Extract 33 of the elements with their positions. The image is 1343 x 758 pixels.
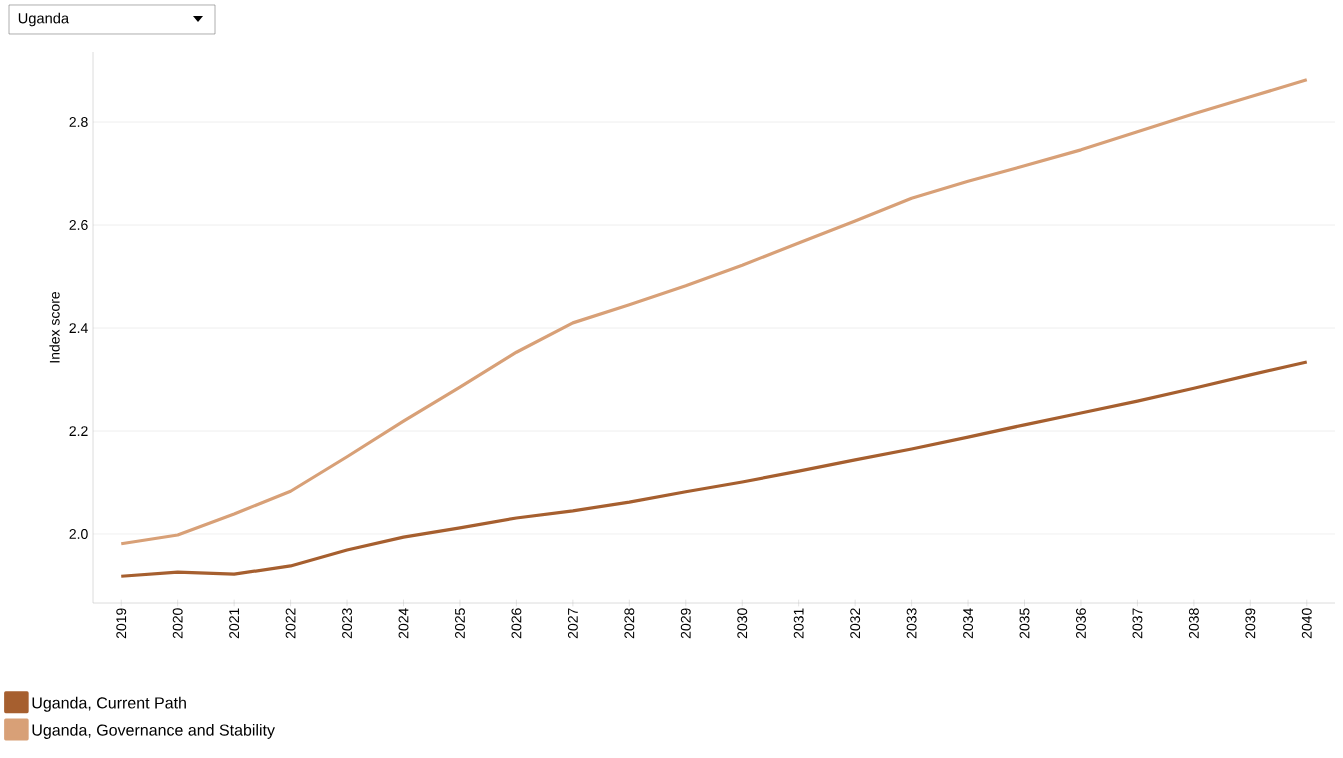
x-tick-label: 2021 <box>229 608 240 639</box>
x-tick-label: 2034 <box>963 608 974 639</box>
legend-label: Uganda, Current Path <box>32 696 186 712</box>
x-tick-label: 2033 <box>906 608 917 639</box>
legend-label: Uganda, Governance and Stability <box>32 724 275 739</box>
x-tick-label: 2022 <box>285 608 296 639</box>
x-tick-label: 2030 <box>737 608 748 639</box>
x-tick-label: 2020 <box>172 608 183 639</box>
x-tick-label: 2036 <box>1076 608 1086 639</box>
x-tick-label: 2028 <box>624 608 635 639</box>
x-tick-label: 2035 <box>1019 608 1030 639</box>
x-tick-label: 2024 <box>398 608 409 639</box>
line-series <box>119 78 1309 546</box>
y-tick-label: 2.0 <box>69 529 88 539</box>
x-tick-label: 2027 <box>567 608 578 639</box>
y-tick-label: 2.2 <box>69 426 88 436</box>
x-tick-label: 2025 <box>455 608 465 639</box>
x-tick-label: 2040 <box>1301 608 1312 639</box>
x-tick-label: 2029 <box>680 608 691 639</box>
x-tick-label: 2038 <box>1188 608 1199 639</box>
x-tick-label: 2031 <box>793 608 804 639</box>
x-tick-label: 2019 <box>116 608 127 639</box>
y-tick-label: 2.4 <box>69 323 88 333</box>
x-tick-label: 2037 <box>1132 608 1143 639</box>
y-tick-label: 2.8 <box>69 117 88 127</box>
y-tick-label: 2.6 <box>69 220 88 230</box>
x-tick-label: 2026 <box>511 608 522 639</box>
text: Uganda <box>18 12 70 27</box>
y-axis-title: Index score <box>49 291 60 363</box>
x-tick-label: 2023 <box>342 608 353 639</box>
x-tick-label: 2032 <box>850 608 861 639</box>
line-series <box>119 360 1309 578</box>
x-tick-label: 2039 <box>1245 608 1256 639</box>
